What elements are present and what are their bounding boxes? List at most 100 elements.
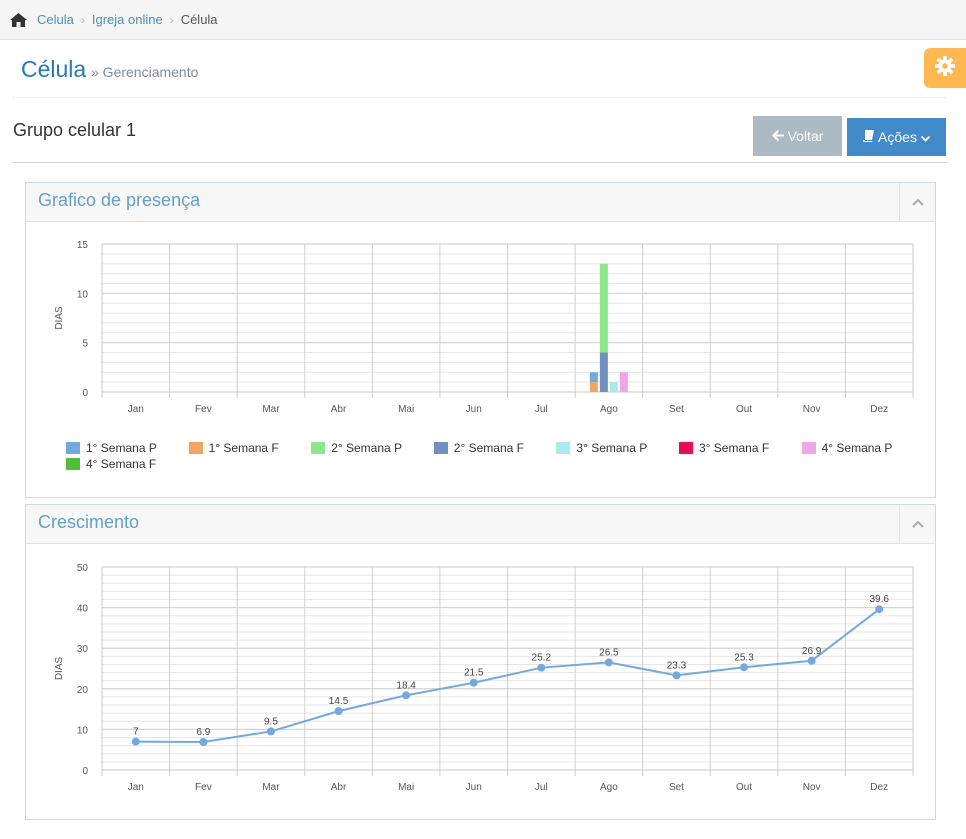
chevron-up-icon [911,193,924,211]
legend-label: 1° Semana F [208,441,279,455]
presence-bar [619,372,628,392]
growth-data-label: 39.6 [869,594,889,605]
legend-swatch [433,442,448,454]
legend-item[interactable]: 2° Semana P [311,441,402,455]
legend-label: 2° Semana F [453,441,524,455]
gear-icon [934,55,956,82]
growth-data-point [807,656,816,665]
presence-x-tick-label: Out [736,404,752,415]
growth-x-tick-label: Jan [128,782,144,793]
legend-label: 4° Semana P [821,441,893,455]
group-title: Grupo celular 1 [13,120,137,140]
presence-x-tick-label: Nov [803,404,821,415]
growth-data-point [266,727,275,736]
chevron-down-icon [920,129,931,145]
legend-swatch [679,442,693,454]
growth-x-tick-label: Ago [600,782,618,793]
legend-item[interactable]: 1° Semana F [188,441,279,455]
actions-button-label: Ações [878,129,917,145]
breadcrumb-item-igreja-online[interactable]: Igreja online [91,12,163,27]
growth-y-tick-label: 20 [77,685,89,696]
growth-data-point [875,605,884,614]
legend-label: 1° Semana P [86,441,157,455]
growth-y-axis-label: DIAS [54,657,65,681]
presence-widget-title: Grafico de presença [38,190,201,210]
presence-x-tick-label: Jan [128,404,144,415]
legend-item[interactable]: 1° Semana P [66,441,157,455]
growth-x-tick-label: Jul [535,782,548,793]
legend-item[interactable]: 3° Semana F [679,441,769,455]
chevron-up-icon [911,515,924,533]
legend-label: 4° Semana F [86,457,157,471]
legend-label: 2° Semana P [331,441,403,455]
presence-bar [599,263,608,353]
presence-x-tick-label: Mar [262,404,280,415]
breadcrumb-item-celula[interactable]: Celula [37,12,74,27]
legend-item[interactable]: 2° Semana F [433,441,524,455]
growth-data-label: 26.9 [802,646,822,657]
growth-x-tick-label: Set [669,782,684,793]
presence-widget-header: Grafico de presença [26,183,935,222]
growth-data-label: 25.3 [734,652,754,663]
growth-data-label: 26.5 [599,647,619,658]
presence-bar [589,382,598,392]
growth-data-point [334,707,343,716]
growth-data-point [131,737,140,746]
presence-bar [599,352,608,392]
settings-button[interactable] [924,48,966,88]
presence-x-tick-label: Fev [195,404,212,415]
growth-x-tick-label: Nov [803,782,821,793]
legend-swatch [66,442,80,454]
growth-x-tick-label: Out [736,782,752,793]
growth-x-tick-label: Mai [398,782,414,793]
presence-y-tick-label: 15 [77,240,89,251]
growth-data-label: 25.2 [532,653,552,664]
growth-y-tick-label: 10 [77,725,89,736]
arrow-left-icon [771,128,784,144]
home-icon[interactable] [10,12,27,27]
back-button[interactable]: Voltar [753,116,842,156]
breadcrumb-separator-icon: › [80,12,85,27]
presence-y-axis-label: DIAS [54,306,65,330]
growth-data-point [199,737,208,746]
growth-data-point [537,663,546,672]
growth-data-point [469,678,478,687]
collapse-button[interactable] [899,505,935,543]
growth-data-label: 18.4 [396,680,416,691]
growth-data-label: 23.3 [667,660,687,671]
presence-widget: Grafico de presença 0 5 10 15 Jan Fev Mar Abr Ma… [25,182,936,498]
growth-data-point [740,663,749,672]
growth-y-tick-label: 50 [77,563,89,574]
legend-swatch [556,442,571,454]
page-subtitle: » Gerenciamento [91,64,199,80]
legend-swatch [801,442,816,454]
book-icon [863,129,875,145]
presence-x-tick-label: Dez [870,404,888,415]
breadcrumb: Celula › Igreja online › Célula [0,0,966,40]
legend-item[interactable]: 3° Semana P [556,441,647,455]
legend-item[interactable]: 4° Semana P [801,441,893,455]
growth-data-label: 14.5 [329,696,349,707]
presence-x-tick-label: Abr [331,404,347,415]
legend-swatch [188,442,203,454]
presence-chart: 0 5 10 15 Jan Fev Mar Abr Mai Jun Jul Ago Set Out Nov D… [54,240,914,415]
legend-label: 3° Semana F [699,441,770,455]
presence-bar [589,372,598,383]
breadcrumb-separator-icon: › [169,12,174,27]
legend-label: 3° Semana P [576,441,648,455]
growth-y-tick-label: 0 [82,766,88,777]
page-title: Célula [21,56,87,82]
actions-dropdown-button[interactable]: Ações [847,118,946,156]
presence-x-tick-label: Mai [398,404,414,415]
growth-y-tick-label: 30 [77,644,89,655]
presence-x-tick-label: Set [669,404,684,415]
presence-y-tick-label: 5 [82,339,88,350]
presence-y-tick-label: 10 [77,289,89,300]
growth-data-label: 6.9 [196,727,210,738]
growth-x-tick-label: Jun [466,782,482,793]
legend-swatch [311,442,326,454]
presence-x-tick-label: Jul [535,404,548,415]
legend-item[interactable]: 4° Semana F [66,457,156,471]
collapse-button[interactable] [899,183,935,221]
growth-data-point [402,691,411,700]
